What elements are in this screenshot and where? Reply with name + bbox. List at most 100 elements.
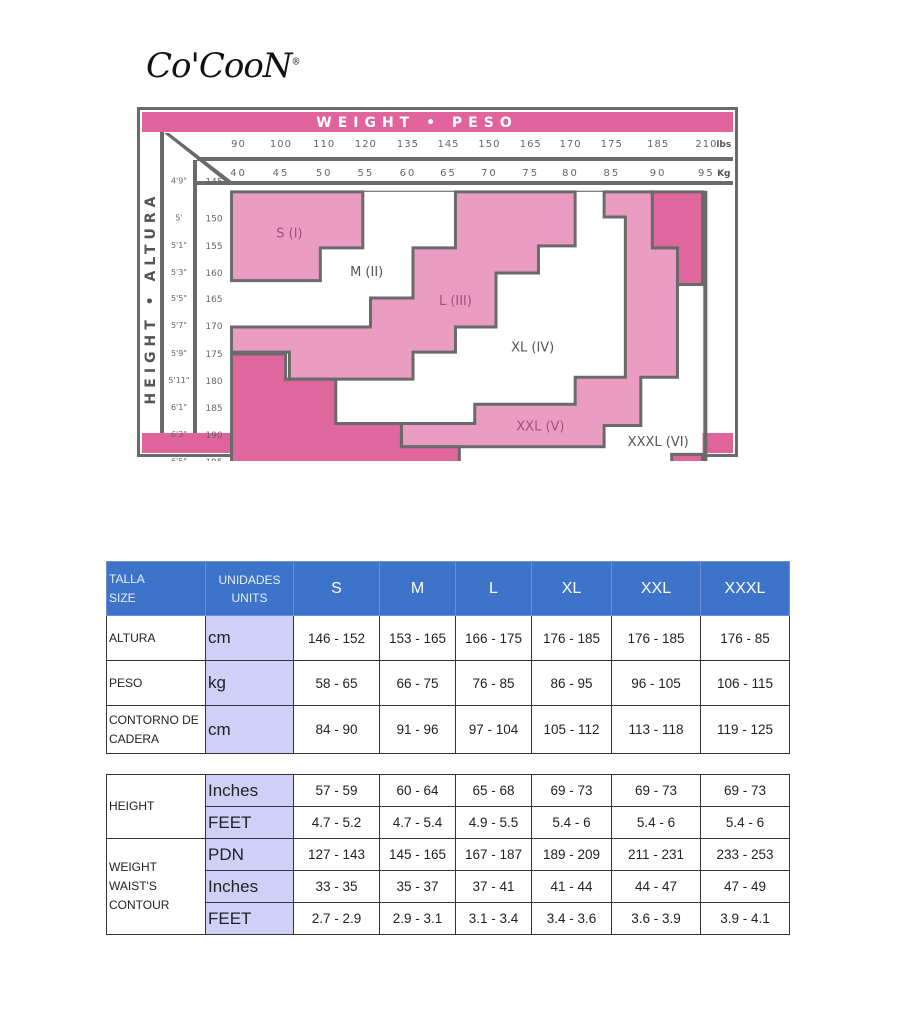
cm-tick: 160 [205, 269, 222, 279]
column-header: L [455, 561, 532, 616]
size-label: XXXL (VI) [628, 435, 689, 450]
value-cell: 84 - 90 [293, 705, 380, 754]
unit-cell: cm [205, 705, 294, 754]
lbs-tick: 145 [437, 139, 459, 150]
value-cell: 60 - 64 [379, 774, 456, 807]
ft-tick: 4'9" [171, 176, 187, 185]
value-cell: 5.4 - 6 [531, 806, 612, 839]
lbs-tick: 165 [520, 139, 542, 150]
table-row: FEET 2.7 - 2.9 2.9 - 3.1 3.1 - 3.4 3.4 - 3.6… [107, 902, 790, 935]
unit-cell: kg [205, 660, 294, 706]
value-cell: 69 - 73 [611, 774, 701, 807]
value-cell: 58 - 65 [293, 660, 380, 706]
value-cell: 37 - 41 [455, 870, 532, 903]
lbs-tick: 120 [355, 139, 377, 150]
size-label: S (I) [276, 226, 302, 241]
lbs-tick: 185 [647, 139, 669, 150]
value-cell: 47 - 49 [700, 870, 790, 903]
kg-tick: 90 [650, 168, 667, 179]
ft-tick: 5'1" [171, 241, 187, 250]
value-cell: 145 - 165 [379, 838, 456, 871]
column-header: M [379, 561, 456, 616]
unit-cell: cm [205, 615, 294, 661]
kg-tick: 40 [230, 168, 247, 179]
header-bar [142, 112, 733, 132]
value-cell: 2.9 - 3.1 [379, 902, 456, 935]
cm-tick: 185 [205, 404, 222, 414]
row-label: PESO [106, 660, 206, 706]
value-cell: 119 - 125 [700, 705, 790, 754]
size-step-chart: WEIGHT • PESO HEIGHT • ALTURA S (I) M (II) L… [137, 107, 738, 461]
row-label: CONTORNO DE CADERA [106, 705, 206, 754]
region-s [230, 190, 365, 283]
lbs-tick: 175 [601, 139, 623, 150]
table-row: Inches 33 - 35 35 - 37 37 - 41 41 - 44 44 - 4… [107, 870, 790, 903]
cm-tick: 170 [205, 322, 222, 332]
value-cell: 113 - 118 [611, 705, 701, 754]
ft-tick: 6'5" [171, 457, 187, 461]
column-header: XXL [611, 561, 701, 616]
ft-tick: 6'1" [171, 403, 187, 412]
value-cell: 33 - 35 [293, 870, 380, 903]
table-row: CONTORNO DE CADERA cm 84 - 90 91 - 96 97 - 1… [106, 705, 790, 754]
size-label: XXL (V) [516, 419, 564, 434]
value-cell: 66 - 75 [379, 660, 456, 706]
column-header: TALLA SIZE [106, 561, 206, 616]
region-l [230, 190, 577, 381]
size-table-metric: TALLA SIZE UNIDADES UNITS S M L XL XXL XXXL ALT… [106, 561, 790, 754]
lbs-tick: 100 [270, 139, 292, 150]
kg-tick: 60 [400, 168, 417, 179]
kg-tick: 65 [440, 168, 457, 179]
ft-tick: 5' [175, 214, 182, 223]
cm-tick: 155 [205, 242, 222, 252]
table-row: FEET 4.7 - 5.2 4.7 - 5.4 4.9 - 5.5 5.4 - 6 5.… [107, 806, 790, 839]
value-cell: 76 - 85 [455, 660, 532, 706]
kg-tick: 45 [273, 168, 290, 179]
kg-tick: 95 [698, 168, 715, 179]
cm-tick: 180 [205, 377, 222, 387]
unit-cell: FEET [205, 902, 294, 935]
lbs-tick: 150 [478, 139, 500, 150]
value-cell: 35 - 37 [379, 870, 456, 903]
unit-cell: Inches [205, 774, 294, 807]
unit-cell: FEET [205, 806, 294, 839]
value-cell: 2.7 - 2.9 [293, 902, 380, 935]
cm-tick: 145 [205, 177, 222, 187]
value-cell: 3.1 - 3.4 [455, 902, 532, 935]
value-cell: 3.6 - 3.9 [611, 902, 701, 935]
region-dark-lower [230, 352, 461, 461]
table-row: WEIGHT WAIST'S CONTOUR PDN 127 - 143 145 - … [106, 838, 790, 935]
table-row: ALTURA cm 146 - 152 153 - 165 166 - 175 176 -… [106, 615, 790, 661]
kg-tick: 55 [358, 168, 375, 179]
value-cell: 91 - 96 [379, 705, 456, 754]
value-cell: 189 - 209 [531, 838, 612, 871]
cm-tick: 175 [205, 350, 222, 360]
kg-tick: 80 [562, 168, 579, 179]
cm-tick: 150 [205, 215, 222, 225]
column-header: XL [531, 561, 612, 616]
size-table-imperial: HEIGHT Inches 57 - 59 60 - 64 65 - 68 69 - 73… [106, 774, 790, 935]
kg-unit: Kg [717, 169, 730, 179]
value-cell: 96 - 105 [611, 660, 701, 706]
value-cell: 69 - 73 [700, 774, 790, 807]
ft-tick: 5'7" [171, 321, 187, 330]
row-label: WEIGHT WAIST'S CONTOUR [106, 838, 206, 935]
unit-cell: Inches [205, 870, 294, 903]
ft-tick: 5'3" [171, 268, 187, 277]
value-cell: 3.9 - 4.1 [700, 902, 790, 935]
lbs-unit: lbs [716, 140, 731, 150]
value-cell: 5.4 - 6 [700, 806, 790, 839]
diagonal-divider [164, 133, 234, 183]
size-label: XL (IV) [511, 340, 554, 355]
lbs-tick: 110 [313, 139, 335, 150]
value-cell: 105 - 112 [531, 705, 612, 754]
value-cell: 167 - 187 [455, 838, 532, 871]
value-cell: 211 - 231 [611, 838, 701, 871]
value-cell: 166 - 175 [455, 615, 532, 661]
cm-tick: 195 [205, 458, 222, 461]
lbs-tick: 90 [231, 139, 246, 150]
value-cell: 233 - 253 [700, 838, 790, 871]
value-cell: 176 - 185 [611, 615, 701, 661]
value-cell: 57 - 59 [293, 774, 380, 807]
column-header: S [293, 561, 380, 616]
